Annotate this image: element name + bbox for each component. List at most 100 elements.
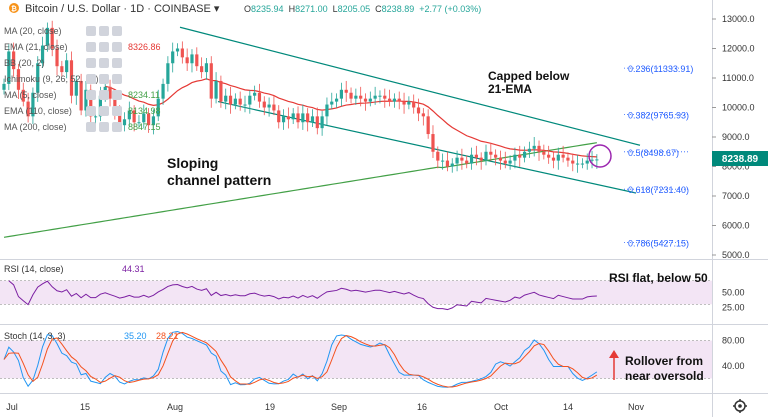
symbol-title[interactable]: Bitcoin / U.S. Dollar · 1D · COINBASE ▾ <box>25 3 220 15</box>
candle[interactable] <box>359 86 363 107</box>
stoch-pane[interactable]: 80.00 40.00 <box>0 331 745 388</box>
legend-control-icon[interactable] <box>99 90 109 100</box>
legend-control-icon[interactable] <box>112 122 122 132</box>
indicator-legend-row[interactable]: EMA (110, close) 8134.98 <box>4 106 161 116</box>
candle[interactable] <box>195 47 199 71</box>
candle[interactable] <box>397 91 401 110</box>
candle[interactable] <box>301 104 305 130</box>
candle[interactable] <box>175 43 180 57</box>
legend-control-icon[interactable] <box>112 106 122 116</box>
candle[interactable] <box>527 141 531 158</box>
candle[interactable] <box>339 82 343 107</box>
candle[interactable] <box>84 80 88 117</box>
legend-control-icon[interactable] <box>86 90 96 100</box>
candle[interactable] <box>190 49 194 73</box>
candle[interactable] <box>484 144 488 166</box>
candle[interactable] <box>363 93 368 111</box>
stoch-d-line[interactable] <box>3 331 598 388</box>
candle[interactable] <box>566 152 570 167</box>
legend-control-icon[interactable] <box>99 122 109 132</box>
candle[interactable] <box>580 158 584 169</box>
candle[interactable] <box>180 41 184 64</box>
candle[interactable] <box>40 36 45 68</box>
candle[interactable] <box>166 56 170 92</box>
candle[interactable] <box>330 92 334 110</box>
candle[interactable] <box>441 153 445 170</box>
candle[interactable] <box>272 95 276 116</box>
ma200-line[interactable] <box>3 142 597 238</box>
candle[interactable] <box>36 56 40 102</box>
candle[interactable] <box>431 125 435 158</box>
channel-lower-line[interactable] <box>217 101 637 194</box>
candle[interactable] <box>392 93 397 108</box>
candle[interactable] <box>132 105 136 132</box>
candle[interactable] <box>7 44 11 91</box>
fibonacci-levels[interactable]: 0.236(11333.91) 0.382(9765.93) 0.5(8498.67… <box>624 64 693 248</box>
candle[interactable] <box>151 109 156 135</box>
legend-control-icon[interactable] <box>112 42 122 52</box>
candle[interactable] <box>450 158 454 173</box>
candle[interactable] <box>277 105 281 129</box>
candle[interactable] <box>257 83 262 108</box>
candle[interactable] <box>306 108 310 132</box>
candle[interactable] <box>474 145 478 166</box>
legend-control-icon[interactable] <box>86 42 96 52</box>
candle[interactable] <box>407 96 411 110</box>
candle[interactable] <box>373 86 377 105</box>
legend-control-icon[interactable] <box>86 106 96 116</box>
candle[interactable] <box>74 75 78 105</box>
candle[interactable] <box>532 137 536 157</box>
candle[interactable] <box>296 106 300 129</box>
candle[interactable] <box>108 79 112 107</box>
candle[interactable] <box>421 108 425 126</box>
candle[interactable] <box>185 48 189 71</box>
candle[interactable] <box>494 149 498 166</box>
candle[interactable] <box>65 53 69 79</box>
candle[interactable] <box>455 150 459 172</box>
candle[interactable] <box>383 88 387 108</box>
candle[interactable] <box>171 42 175 73</box>
candle[interactable] <box>508 155 512 170</box>
candle[interactable] <box>200 57 204 79</box>
candle[interactable] <box>60 60 64 77</box>
legend-control-icon[interactable] <box>112 74 122 84</box>
candle[interactable] <box>243 95 247 113</box>
candle[interactable] <box>489 142 493 161</box>
time-axis[interactable]: Jul 15 Aug 19 Sep 16 Oct 14 Nov <box>6 402 644 412</box>
candle[interactable] <box>561 145 565 163</box>
candlestick-series[interactable] <box>2 20 599 173</box>
legend-control-icon[interactable] <box>112 90 122 100</box>
candle[interactable] <box>281 109 286 130</box>
candle[interactable] <box>204 57 209 80</box>
candle[interactable] <box>31 87 35 125</box>
legend-control-icon[interactable] <box>86 58 96 68</box>
indicator-legend-row[interactable]: MA (5, close) 8234.11 <box>4 90 160 100</box>
candle[interactable] <box>2 78 6 95</box>
candle[interactable] <box>248 90 252 114</box>
indicator-legend-row[interactable]: EMA (21, close) 8326.86 <box>4 42 161 52</box>
price-axis[interactable]: 13000.0 12000.0 11000.0 10000.0 9000.0 8000.0… <box>712 14 755 260</box>
candle[interactable] <box>161 78 165 105</box>
rsi-pane[interactable]: 50.00 25.00 <box>0 280 745 313</box>
indicator-legend-row[interactable]: BB (20, 2) <box>4 58 122 68</box>
candle[interactable] <box>12 42 16 77</box>
candle[interactable] <box>26 92 30 123</box>
ma200-polyline[interactable] <box>3 142 597 238</box>
legend-control-icon[interactable] <box>99 26 109 36</box>
candle[interactable] <box>344 80 348 102</box>
settings-gear-icon[interactable] <box>733 399 747 413</box>
candle[interactable] <box>228 86 233 114</box>
candle[interactable] <box>233 93 237 110</box>
legend-control-icon[interactable] <box>99 106 109 116</box>
candle[interactable] <box>224 88 228 110</box>
candle[interactable] <box>465 155 469 169</box>
candle[interactable] <box>590 150 594 169</box>
candle[interactable] <box>354 88 358 105</box>
sloping-channel[interactable] <box>179 26 641 194</box>
candle[interactable] <box>142 104 146 129</box>
candle[interactable] <box>388 89 392 107</box>
legend-control-icon[interactable] <box>112 26 122 36</box>
indicator-legend-row[interactable]: MA (20, close) <box>4 26 122 36</box>
legend-control-icon[interactable] <box>86 26 96 36</box>
